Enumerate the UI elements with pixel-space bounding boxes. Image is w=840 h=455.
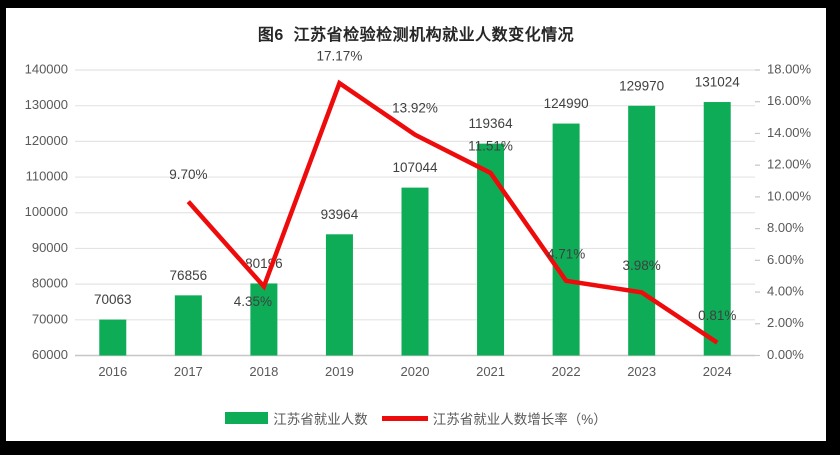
bar-value-label: 124990 <box>544 96 589 111</box>
right-axis-tick-label: 4.00% <box>767 283 804 298</box>
legend-label-employment: 江苏省就业人数 <box>273 412 368 427</box>
x-axis-tick-label: 2021 <box>476 364 505 379</box>
bar-2022 <box>552 123 580 356</box>
left-axis-tick-label: 120000 <box>25 133 68 148</box>
chart-title: 图6 江苏省检验检测机构就业人数变化情况 <box>257 27 575 44</box>
bar-2021 <box>477 143 505 356</box>
growth-rate-label: 11.51% <box>468 139 513 154</box>
growth-rate-label: 4.35% <box>234 294 272 309</box>
left-axis-tick-label: 90000 <box>32 240 68 255</box>
bar-value-label: 76856 <box>170 268 208 283</box>
left-axis-tick-label: 60000 <box>32 347 68 362</box>
x-axis-tick-label: 2022 <box>552 364 581 379</box>
x-axis-tick-label: 2016 <box>98 364 127 379</box>
bar-series-swatch <box>225 412 269 424</box>
right-axis-tick-label: 10.00% <box>767 188 812 203</box>
bar-2019 <box>325 234 353 356</box>
right-axis-tick-label: 18.00% <box>767 61 812 76</box>
x-axis-tick-label: 2023 <box>627 364 656 379</box>
bar-value-label: 93964 <box>321 207 359 222</box>
left-axis-tick-label: 100000 <box>25 204 68 219</box>
growth-rate-line <box>186 79 719 345</box>
bar-2024 <box>703 102 731 356</box>
x-axis-tick-label: 2024 <box>703 364 732 379</box>
right-axis-tick-label: 6.00% <box>767 252 804 267</box>
growth-rate-label: 17.17% <box>317 49 363 64</box>
line-series-swatch <box>381 415 428 421</box>
chart-legend: 江苏省就业人数 江苏省就业人数增长率（%） <box>6 408 826 428</box>
x-axis-tick-label: 2018 <box>249 364 278 379</box>
left-axis-tick-label: 130000 <box>25 97 68 112</box>
growth-rate-label: 4.71% <box>547 246 585 261</box>
right-axis-tick-label: 14.00% <box>767 125 812 140</box>
bar-2016 <box>99 319 127 356</box>
legend-item-employment: 江苏省就业人数 <box>225 408 368 428</box>
bar-2020 <box>401 187 429 356</box>
chart-canvas: 140000 130000 120000 110000 100000 90000 80000… <box>25 49 812 379</box>
bar-2017 <box>174 295 202 356</box>
left-axis-tick-label: 80000 <box>32 276 68 291</box>
chart-sheet: 图6 江苏省检验检测机构就业人数变化情况 140000 130000 120000 1… <box>6 8 826 441</box>
legend-label-growth-rate: 江苏省就业人数增长率（%） <box>432 412 607 427</box>
bar-value-label: 70063 <box>94 292 132 307</box>
right-axis-tick-label: 0.00% <box>767 347 804 362</box>
bar-2018 <box>250 283 278 356</box>
left-axis-tick-label: 140000 <box>25 61 68 76</box>
bar-value-label: 131024 <box>695 75 741 90</box>
bar-2023 <box>628 105 656 356</box>
x-axis-tick-label: 2020 <box>401 364 430 379</box>
x-axis-tick-label: 2019 <box>325 364 354 379</box>
growth-rate-label: 3.98% <box>623 258 661 273</box>
bar-value-label: 119364 <box>469 116 514 131</box>
growth-rate-label: 0.81% <box>698 308 736 323</box>
right-axis-tick-label: 8.00% <box>767 220 804 235</box>
growth-rate-label: 13.92% <box>392 100 438 115</box>
growth-rate-label: 9.70% <box>169 167 207 182</box>
x-axis-tick-label: 2017 <box>174 364 203 379</box>
left-axis-tick-label: 70000 <box>32 311 68 326</box>
bar-value-label: 107044 <box>392 160 438 175</box>
bar-value-label: 129970 <box>619 78 664 93</box>
right-axis-tick-label: 2.00% <box>767 315 804 330</box>
right-axis-tick-label: 12.00% <box>767 157 812 172</box>
legend-item-growth-rate: 江苏省就业人数增长率（%） <box>381 408 607 428</box>
left-axis-tick-label: 110000 <box>26 169 68 184</box>
right-axis-tick-label: 16.00% <box>767 93 812 108</box>
